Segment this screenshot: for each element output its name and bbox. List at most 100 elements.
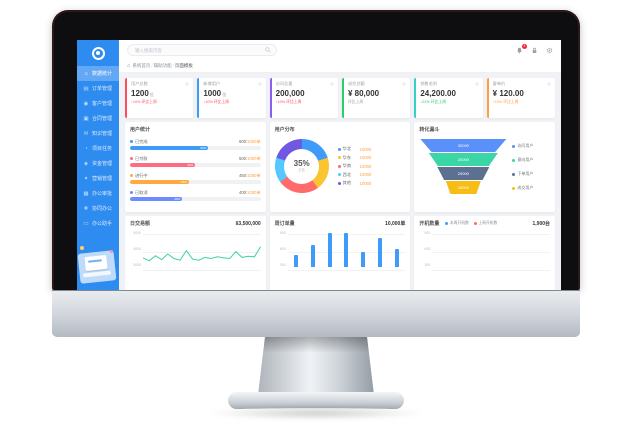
sidebar-item-合同管理[interactable]: ▣ 合同管理 (77, 111, 119, 126)
legend-item[interactable]: 其他 10000 (337, 180, 371, 186)
search-input[interactable] (133, 46, 265, 54)
panel-title: 用户分布 (274, 127, 295, 133)
sidebar-item-资金管理[interactable]: ◈ 资金管理 (77, 156, 119, 171)
chart-total: 10,000单 (385, 221, 406, 227)
sidebar-item-客户管理[interactable]: ◉ 客户管理 (77, 96, 119, 111)
legend-label: 其他 (342, 180, 352, 185)
progress-total: /1000单 (246, 189, 261, 195)
gear-icon[interactable] (185, 81, 189, 87)
kpi-trend: ↑10% 环比上周 (275, 100, 302, 104)
kpi-card[interactable]: 用户总数 1200位 ↑10% 环比上周 (125, 78, 194, 118)
gear-icon[interactable] (547, 81, 551, 87)
kpi-card[interactable]: 新增用户 1000位 ↑10% 环比上周 (197, 78, 266, 118)
legend-dot (473, 222, 477, 225)
funnel-chart: 30000 20000 20000 10000 (419, 139, 507, 195)
breadcrumb-item[interactable]: 页面模板 (174, 63, 193, 68)
grid-line (287, 269, 406, 271)
menu-item-icon: ✦ (83, 175, 89, 182)
funnel-step[interactable]: 20000 (428, 153, 498, 166)
menu-item-label: 数据统计 (92, 71, 113, 77)
legend-value: 10000 (359, 155, 372, 160)
legend-item[interactable]: 本周开机数 (445, 221, 469, 226)
sidebar-item-数据统计[interactable]: ⌂ 数据统计 (77, 66, 119, 81)
legend-dot (337, 173, 341, 176)
bar[interactable] (378, 238, 383, 267)
kpi-label: 销售毛利 (420, 81, 479, 87)
progress-row-head: 进行中 450/1000单 (130, 173, 261, 179)
progress-row: 已完成 600/1000单 60% (130, 139, 261, 150)
sidebar-item-办公助手[interactable]: ▭ 办公助手 (77, 216, 119, 231)
menu-item-label: 订单管理 (92, 86, 113, 92)
sidebar-item-协同办公[interactable]: ❖ 协同办公 (77, 201, 119, 216)
gear-icon[interactable] (258, 81, 262, 87)
sidebar-item-办公审批[interactable]: ▦ 办公审批 (77, 186, 119, 201)
kpi-card[interactable]: 成交总额 ¥ 80,000 环比上周 (341, 78, 411, 118)
menu-item-label: 客户管理 (92, 101, 113, 107)
bell-icon[interactable]: 4 (516, 43, 527, 54)
funnel-label-text: 成交用户 (517, 185, 534, 190)
breadcrumb: ⌂ 系统首页/辅助功能/页面模板 (119, 60, 561, 73)
kpi-label: 客单价 (493, 81, 551, 87)
kpi-label-text: 客单价 (492, 81, 506, 86)
legend-item[interactable]: 华东 10000 (337, 155, 372, 161)
funnel-step[interactable]: 10000 (445, 181, 481, 194)
legend-item[interactable]: 华南 10000 (337, 163, 371, 169)
breadcrumb-item[interactable]: 辅助功能 (153, 63, 172, 68)
legend-item[interactable]: 上周开机数 (473, 221, 497, 226)
bar[interactable] (327, 233, 332, 267)
monitor-stand-base (228, 392, 404, 411)
gear-icon[interactable] (330, 81, 334, 87)
monitor-shadow (206, 406, 426, 420)
progress-done: 400 (239, 189, 246, 195)
bar[interactable] (294, 255, 299, 267)
gear-icon[interactable] (475, 81, 479, 87)
sidebar-item-订单管理[interactable]: ▤ 订单管理 (77, 81, 119, 96)
kpi-row: 用户总数 1200位 ↑10% 环比上周 新增用户 1000位 ↑10% 环比上周 访问总量… (125, 78, 555, 118)
kpi-unit: 位 (149, 92, 154, 97)
bar[interactable] (310, 244, 315, 267)
kpi-label: 新增用户 (203, 81, 262, 87)
sidebar-item-知识管理[interactable]: ✉ 知识管理 (77, 126, 119, 141)
bar[interactable] (361, 251, 366, 267)
legend-dot (512, 172, 516, 176)
menu-item-label: 协同办公 (92, 206, 113, 212)
donut-center-label: 占比 (298, 168, 306, 172)
grouped-bar-chart (432, 231, 551, 273)
donut-legend: 华北 10000 华东 10000 华南 10000 西北 10000 其他 10000 (337, 144, 372, 189)
gear-icon[interactable] (546, 47, 553, 54)
search-box[interactable] (127, 44, 277, 56)
breadcrumb-item[interactable]: 系统首页 (132, 63, 151, 68)
kpi-card[interactable]: 访问总量 200,000 ↑10% 环比上周 (269, 78, 338, 118)
legend-item[interactable]: 西北 10000 (337, 172, 371, 178)
legend-dot (130, 190, 133, 194)
bar[interactable] (344, 233, 349, 267)
chart-title: 周订单量 (274, 221, 295, 227)
menu-item-icon: ◈ (83, 160, 89, 167)
legend-dot (337, 156, 341, 159)
y-tick: 900 (424, 231, 431, 235)
sidebar-item-项目任务[interactable]: ◔ 项目任务 (77, 141, 119, 156)
app-logo[interactable] (77, 40, 119, 66)
progress-fill: 60% (130, 146, 209, 150)
legend-item[interactable]: 华北 10000 (337, 146, 371, 152)
funnel-label: 下单用户 (512, 171, 533, 177)
funnel-step[interactable]: 30000 (420, 139, 507, 152)
sidebar-item-营销管理[interactable]: ✦ 营销管理 (77, 171, 119, 186)
lock-icon[interactable] (531, 47, 538, 54)
progress-label: 已取消 (130, 190, 148, 196)
donut-center-value: 35% (293, 159, 310, 168)
kpi-value: ¥ 120.00 (492, 89, 524, 98)
gear-icon[interactable] (402, 81, 406, 87)
grid-line (143, 234, 261, 236)
donut-center: 35% 占比 (284, 148, 320, 184)
kpi-card[interactable]: 销售毛利 24,200.00 ↓22% 环比上周 (414, 78, 483, 118)
search-icon[interactable] (265, 47, 271, 53)
home-icon[interactable]: ⌂ (127, 63, 131, 69)
kpi-card[interactable]: 客单价 ¥ 120.00 ↑10% 环比上周 (486, 78, 555, 118)
legend-label: 华南 (342, 163, 352, 168)
grouped-bar-series (432, 231, 550, 267)
funnel-step[interactable]: 20000 (437, 167, 490, 180)
bar[interactable] (394, 248, 399, 267)
